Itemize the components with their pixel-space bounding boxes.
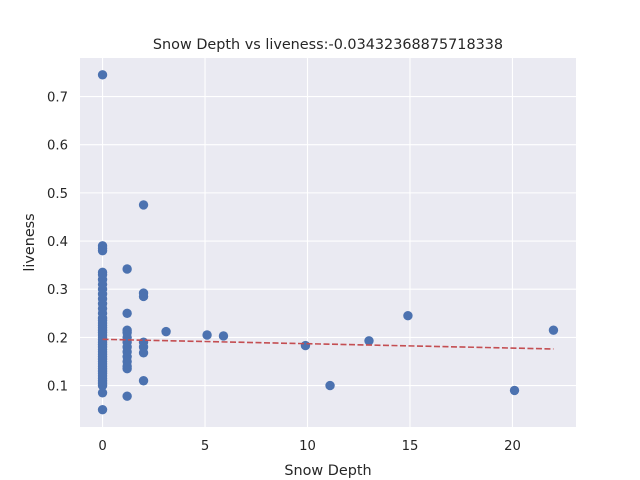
y-tick-label: 0.5: [47, 187, 68, 202]
x-tick-label: 5: [201, 439, 209, 454]
y-tick-label: 0.6: [47, 139, 68, 154]
y-tick-labels: 0.1 0.2 0.3 0.4 0.5 0.6 0.7: [47, 91, 68, 395]
data-point: [97, 245, 108, 256]
data-point: [122, 391, 132, 401]
grid-lines: [80, 58, 576, 427]
trend-line: [102, 338, 554, 350]
plot-area: [80, 58, 576, 427]
data-point: [364, 336, 374, 346]
data-points: [97, 70, 559, 415]
y-axis-label: liveness: [22, 213, 38, 271]
data-point: [138, 376, 149, 386]
data-point: [97, 70, 108, 80]
data-point: [138, 291, 149, 302]
data-point: [97, 380, 108, 391]
data-point: [403, 311, 413, 321]
trend-line-group: [102, 338, 554, 350]
x-tick-label: 0: [98, 439, 106, 454]
data-point: [300, 340, 311, 351]
y-tick-label: 0.7: [47, 91, 68, 106]
x-axis-label: Snow Depth: [284, 463, 371, 479]
data-point: [202, 330, 212, 340]
chart-title: Snow Depth vs liveness:-0.03432368875718…: [153, 37, 503, 53]
x-tick-label: 10: [299, 439, 316, 454]
x-tick-labels: 0 5 10 15 20: [98, 439, 521, 454]
data-point: [218, 331, 229, 341]
data-point: [122, 308, 132, 319]
y-tick-label: 0.3: [47, 283, 68, 298]
data-point: [122, 264, 132, 274]
y-tick-label: 0.2: [47, 331, 68, 346]
data-point: [509, 385, 520, 396]
data-point: [97, 404, 108, 415]
y-tick-label: 0.4: [47, 235, 68, 250]
data-point: [325, 380, 335, 391]
data-point: [161, 326, 171, 337]
data-point: [138, 200, 149, 210]
data-point: [548, 325, 559, 335]
data-point: [97, 388, 108, 398]
data-point: [138, 348, 149, 358]
data-point: [122, 364, 132, 374]
x-tick-label: 20: [504, 439, 521, 454]
x-tick-label: 15: [402, 439, 419, 454]
y-tick-label: 0.1: [47, 380, 68, 395]
